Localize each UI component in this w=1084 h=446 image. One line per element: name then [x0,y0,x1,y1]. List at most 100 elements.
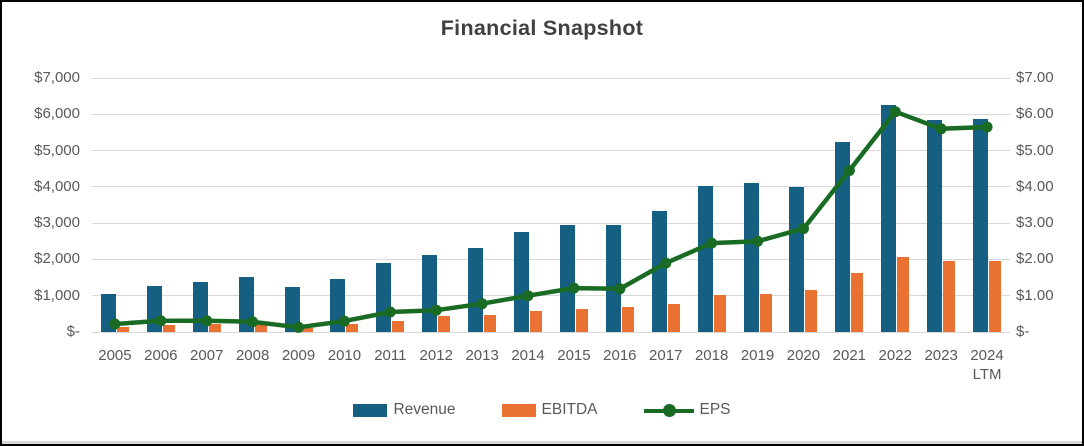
gridline [92,113,1010,115]
x-axis-tick: 2010 [327,347,362,364]
y-axis-right-tick: $2.00 [1016,250,1054,268]
ebitda-bar [667,303,680,332]
eps-marker [614,283,626,295]
y-axis-right-tick: $1.00 [1016,286,1054,304]
legend-item-revenue: Revenue [353,401,456,419]
revenue-bar [743,182,759,332]
x-axis-tick: 2015 [557,347,591,364]
eps-marker [430,304,442,316]
ebitda-bar [346,324,359,332]
x-axis-tick: 2022 [878,347,912,364]
ebitda-swatch-icon [501,403,536,417]
chart-bottom-edge [2,441,1082,444]
ebitda-bar [759,294,772,332]
ebitda-bar [254,323,267,332]
y-axis-left-tick: $5,000 [34,141,80,159]
gridline [92,222,1010,224]
eps-line-layer [109,106,993,333]
legend-label-eps: EPS [699,401,731,418]
revenue-bar [284,287,300,332]
ebitda-bar [897,256,910,332]
x-axis-tick: 2013 [465,347,499,364]
eps-marker [706,237,718,249]
y-axis-right-tick: $5.00 [1016,141,1054,159]
eps-marker [889,106,901,118]
x-axis-tick: 2021 [832,347,867,364]
y-axis-left-tick: $2,000 [34,250,80,268]
y-axis-right-tick: $4.00 [1016,177,1054,195]
revenue-bar [559,224,575,332]
ebitda-bar [300,327,313,332]
eps-marker [155,315,167,327]
ebitda-bar [208,323,221,332]
y-axis-left-tick: $6,000 [34,105,80,123]
revenue-bar [651,211,667,332]
eps-marker [293,321,304,333]
x-axis-tick: 2018 [694,347,729,364]
eps-marker [338,315,350,327]
ebitda-bar [805,289,818,332]
legend-item-ebitda: EBITDA [501,401,598,419]
ebitda-bar [438,316,451,332]
revenue-bar [835,141,851,332]
gridline [92,150,1010,152]
revenue-bar [514,231,530,332]
legend-item-eps: EPS [643,401,731,419]
chart-title: Financial Snapshot [440,16,644,40]
eps-marker [935,123,947,135]
x-axis-tick: 2023 [924,347,958,364]
eps-swatch-icon [643,403,694,417]
eps-marker [981,121,993,133]
plot-area [92,77,1010,333]
ebitda-bar [575,308,588,332]
revenue-bar [973,119,989,332]
eps-marker [752,235,764,247]
y-axis-left-tick: $3,000 [34,214,80,232]
gridline [92,258,1010,260]
x-axis-tick: 2024 LTM [970,347,1004,383]
x-axis-tick: 2020 [786,347,821,364]
gridline [92,77,1010,79]
eps-marker [247,316,259,328]
ebitda-bar [989,261,1002,332]
ebitda-bar [162,324,175,332]
legend-label-revenue: Revenue [393,401,456,418]
y-axis-right-tick: $- [1016,323,1030,340]
eps-marker [476,298,488,310]
eps-line [112,109,990,330]
revenue-bar [789,186,805,332]
eps-marker [522,290,534,302]
ebitda-bar [621,306,634,332]
x-axis-tick: 2019 [740,347,775,364]
eps-marker [201,315,213,327]
y-axis-right-tick: $6.00 [1016,105,1054,123]
revenue-bar [881,105,897,332]
eps-marker [109,318,121,330]
revenue-swatch-icon [353,403,388,417]
x-axis-tick: 2017 [649,347,683,364]
x-axis-tick: 2014 [511,347,545,364]
revenue-bar [605,224,621,332]
x-axis-tick: 2011 [374,347,407,364]
gridline [92,186,1010,188]
ebitda-bar [392,320,405,332]
x-axis-tick: 2007 [190,347,224,364]
eps-marker [384,306,396,318]
ebitda-bar [530,310,543,332]
ebitda-bar [851,272,864,332]
y-axis-right-tick: $3.00 [1016,214,1054,232]
ebitda-bar [713,295,726,332]
gridline [92,331,1010,333]
revenue-bar [468,247,484,332]
y-axis-right-tick: $7.00 [1016,69,1054,86]
y-axis-left-tick: $7,000 [34,69,80,86]
x-axis-tick: 2008 [235,347,270,364]
x-axis-tick: 2016 [603,347,637,364]
ebitda-bar [484,314,497,332]
eps-marker [843,165,855,176]
legend-label-ebitda: EBITDA [541,401,598,418]
revenue-bar [927,119,943,332]
y-axis-left-tick: $4,000 [34,177,80,195]
revenue-bar [697,186,713,332]
